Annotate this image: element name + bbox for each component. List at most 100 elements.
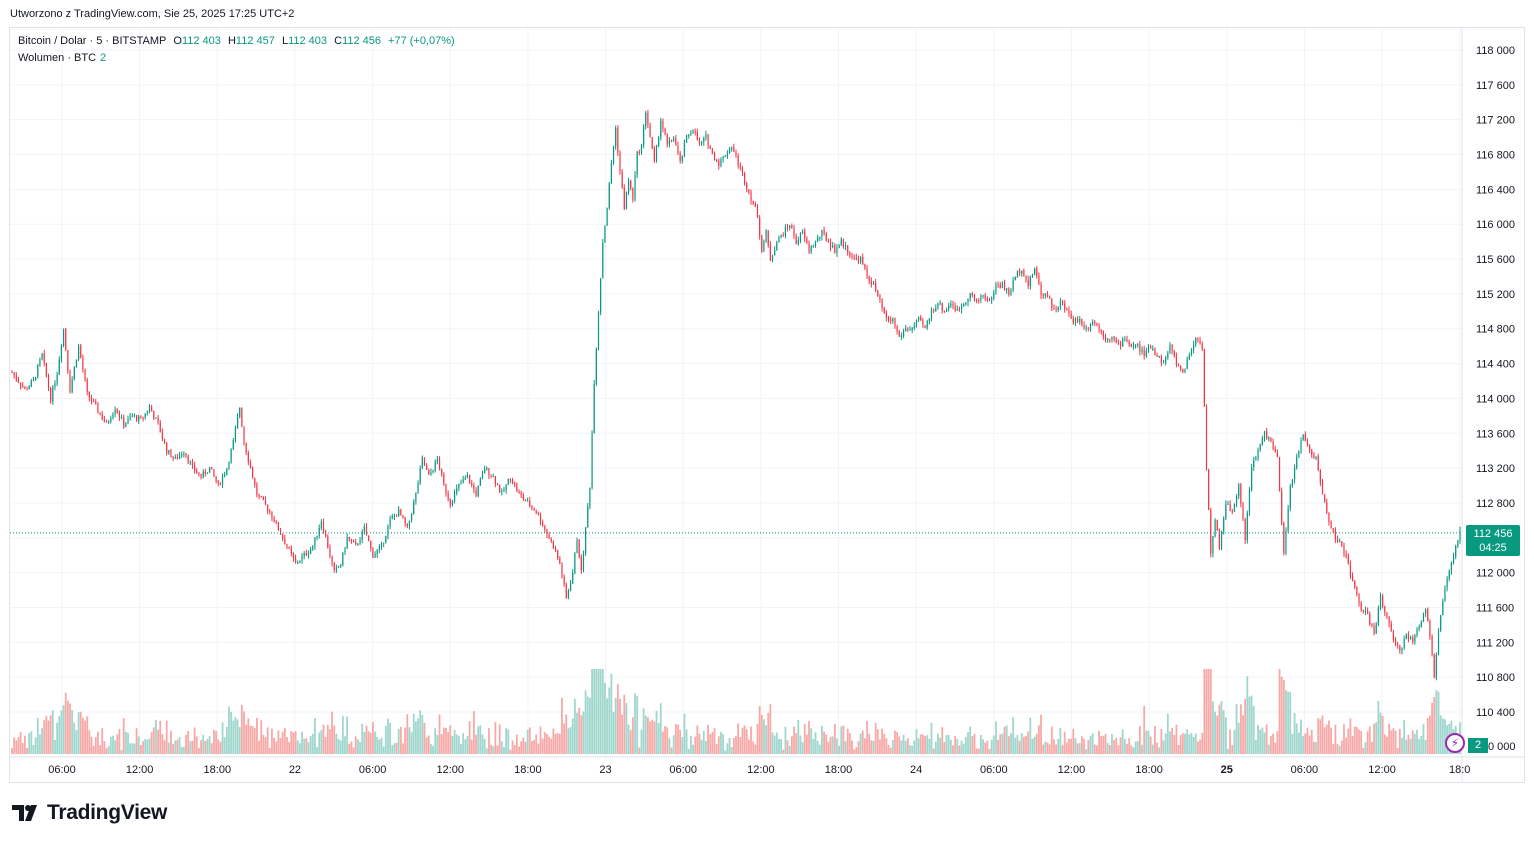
volume-bar [71,710,74,754]
candle-body [239,407,241,417]
volume-bar [1308,735,1311,754]
volume-bar [490,744,492,754]
candle-body [221,476,224,485]
candle-body [853,257,855,259]
candle-body [1274,448,1276,453]
chart-frame[interactable] [9,27,1525,783]
volume-bar [980,734,982,754]
volume-bar [17,736,20,754]
candle-body [1117,342,1120,344]
candle-body [1263,431,1266,439]
volume-bar [97,731,99,754]
volume-bar [1117,745,1120,754]
volume-bar [861,730,864,754]
candle-body [1081,319,1083,326]
volume-bar [597,669,600,754]
volume-bar [326,724,329,754]
volume-bar [872,740,875,754]
candle-body [922,320,924,326]
volume-bar [584,690,587,754]
volume-bar [1042,744,1045,754]
candle-body [1053,308,1055,310]
volume-legend[interactable]: Wolumen · BTC 2 [18,52,106,64]
candle-body [1130,344,1132,347]
volume-bar [1016,735,1019,754]
volume-bar [189,741,192,754]
time-tick-label: 12:00 [436,764,464,776]
volume-bar [1336,744,1339,754]
candle-body [1038,275,1040,285]
symbol-legend[interactable]: Bitcoin / Dolar · 5 · BITSTAMP O112 403 … [18,35,459,47]
volume-bar [331,711,334,754]
candle-body [918,317,920,321]
volume-bar [621,714,624,754]
volume-bar [732,738,735,754]
volume-bar [1304,733,1307,754]
volume-bar [984,742,987,754]
candle-body [1124,339,1126,341]
price-tick-label: 116 000 [1476,219,1515,231]
volume-bar [896,732,899,754]
time-tick-label: 25 [1221,764,1233,776]
candle-body [1375,624,1377,634]
volume-bar [365,725,368,754]
volume-bar [419,710,422,754]
candle-body [331,556,333,563]
candle-body [756,206,759,218]
candle-body [786,227,789,229]
candle-body [559,558,561,564]
price-candles [11,109,1461,681]
volume-bar [1366,731,1369,754]
volume-bar [384,725,387,754]
candle-body [973,295,976,300]
candle-body [763,241,765,252]
volume-bar [472,711,475,754]
candle-body [32,379,35,381]
volume-bar [1218,704,1221,754]
candle-body [627,180,630,193]
volume-bar [986,740,989,754]
time-tick-label: 06:00 [1291,764,1319,776]
volume-bar [140,745,142,754]
candle-body [1036,268,1038,276]
volume-bar [185,734,187,754]
volume-bar [593,669,596,754]
volume-bar [657,723,660,754]
volume-bar [84,720,86,754]
volume-bar [1048,744,1051,754]
candle-body [679,152,681,161]
volume-bar [1136,741,1139,754]
candle-body [1306,441,1309,447]
volume-bar [677,724,679,754]
candle-body [1165,357,1167,363]
volume-bar [696,725,699,754]
candle-body [1313,455,1315,459]
candle-body [660,120,662,138]
candle-body [161,432,163,439]
candle-body [980,296,982,301]
candle-body [333,562,335,571]
volume-bar [305,738,308,754]
candle-body [1240,484,1242,504]
candle-body [458,483,460,489]
volume-bar [1362,747,1365,754]
candle-body [894,318,896,327]
volume-bar [1317,718,1320,754]
volume-bar [743,725,746,754]
volume-bar [623,694,626,754]
volume-bar [1044,741,1047,754]
volume-bar [1156,742,1158,754]
candle-body [718,160,720,166]
tradingview-logo[interactable]: TradingView [12,801,167,825]
candle-body [1044,293,1046,296]
lightning-icon[interactable]: ⚡ [1445,733,1465,753]
candle-body [395,515,398,517]
candle-body [277,522,279,531]
candle-body [247,452,249,462]
volume-bar [64,692,67,754]
candle-body [352,540,355,543]
candle-body [133,415,136,417]
candle-body [993,292,995,299]
candle-body [612,146,615,164]
